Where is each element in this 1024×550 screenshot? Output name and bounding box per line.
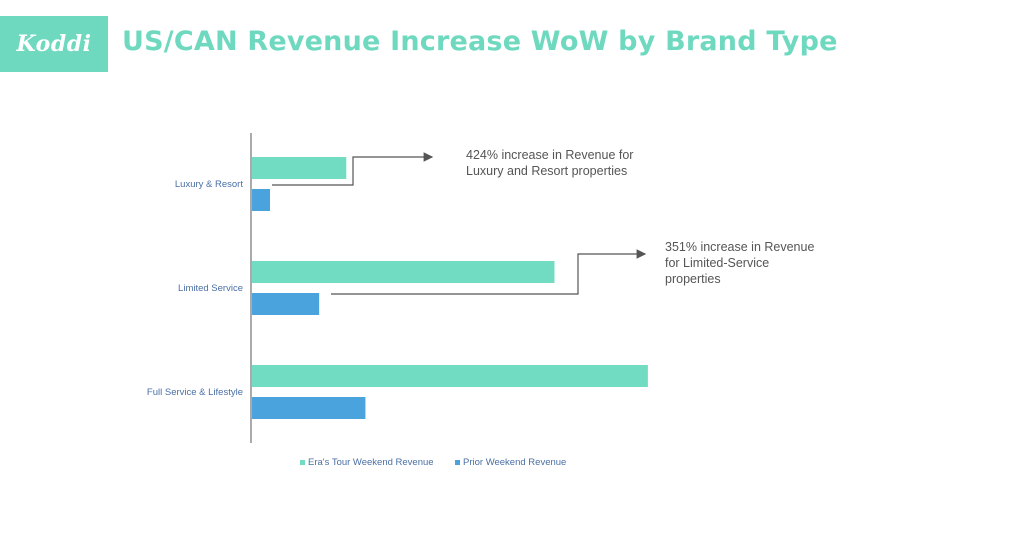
bar-era-0 bbox=[252, 157, 347, 179]
bar-prior-0 bbox=[252, 189, 271, 211]
category-label: Full Service & Lifestyle bbox=[147, 387, 243, 398]
annotation-arrow-luxury bbox=[272, 152, 434, 186]
bar-era-2 bbox=[252, 365, 648, 387]
annotation-arrow-limited bbox=[331, 249, 647, 295]
category-label: Luxury & Resort bbox=[175, 179, 243, 190]
bar-prior-1 bbox=[252, 293, 320, 315]
legend-label-era: Era's Tour Weekend Revenue bbox=[308, 457, 434, 468]
legend-label-prior: Prior Weekend Revenue bbox=[463, 457, 566, 468]
annotation-text-limited: 351% increase in Revenue for Limited-Serv… bbox=[665, 240, 814, 286]
koddi-logo: Koddi bbox=[0, 16, 108, 72]
annotation-text-luxury: 424% increase in Revenue for Luxury and R… bbox=[466, 148, 633, 178]
category-label: Limited Service bbox=[178, 283, 243, 294]
legend-swatch-prior bbox=[455, 460, 460, 465]
bar-prior-2 bbox=[252, 397, 366, 419]
logo-text: Koddi bbox=[16, 31, 92, 57]
legend-swatch-era bbox=[300, 460, 305, 465]
page-title: US/CAN Revenue Increase WoW by Brand Typ… bbox=[122, 26, 838, 57]
bar-era-1 bbox=[252, 261, 555, 283]
